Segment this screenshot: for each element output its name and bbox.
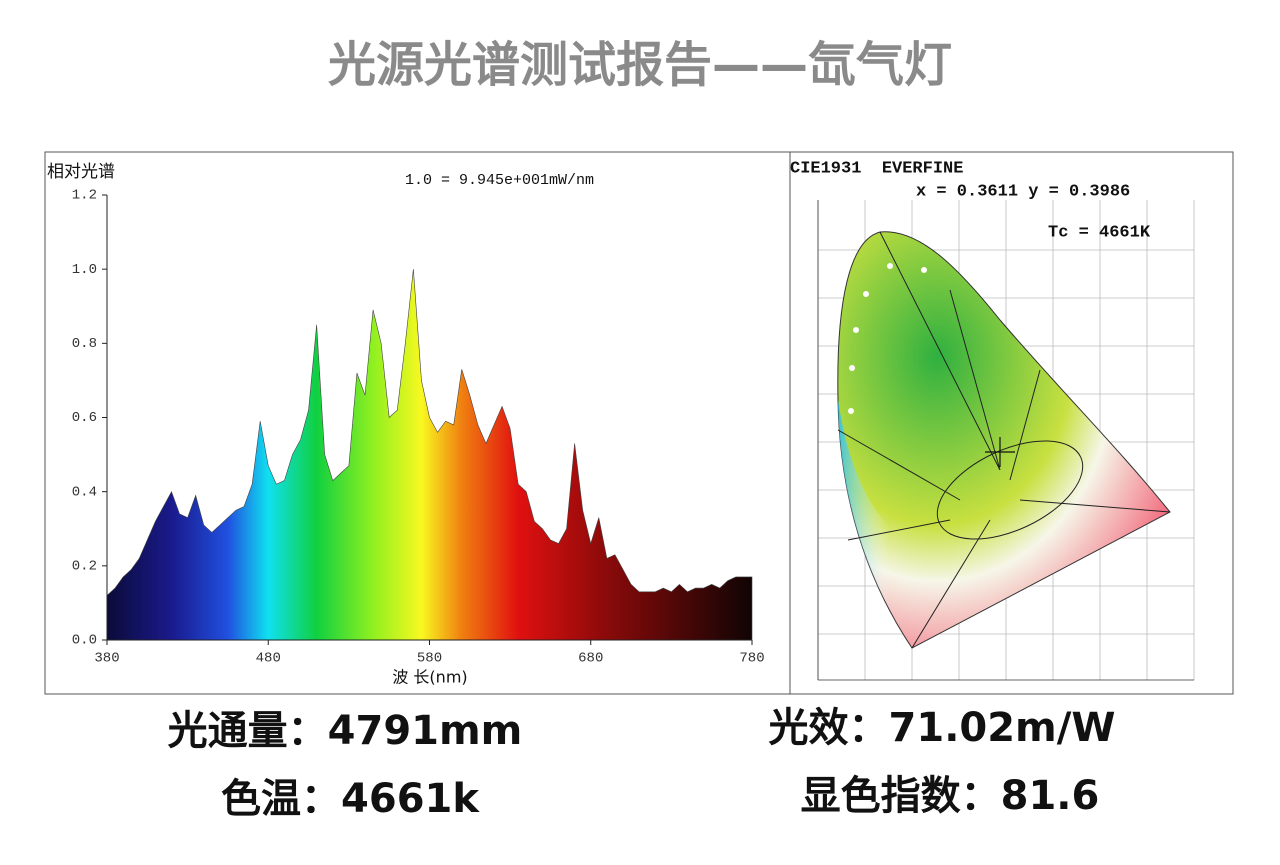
y-tick-label: 0.2 [72, 559, 97, 575]
x-tick-label: 780 [739, 651, 764, 667]
y-axis-label: 相对光谱 [47, 162, 115, 182]
x-tick-label: 480 [256, 651, 281, 667]
x-tick-label: 680 [578, 651, 603, 667]
y-tick-label: 0.0 [72, 633, 97, 649]
cie-lines [837, 231, 1171, 649]
y-tick-label: 1.0 [72, 262, 97, 278]
cie-cct: Tc = 4661K [1048, 223, 1151, 242]
spectrum-area [106, 269, 753, 641]
cie-header: CIE1931 EVERFINE [790, 159, 963, 178]
metric: 显色指数：81.6 [801, 773, 1100, 819]
metric: 光效：71.02m/W [769, 705, 1116, 751]
cie-crosshair [985, 437, 1015, 467]
y-tick-label: 0.4 [72, 484, 97, 500]
metrics: 光通量：4791mm 光效：71.02m/W 色温：4661k 显色指数：81.… [168, 705, 1116, 822]
x-tick-label: 580 [417, 651, 442, 667]
x-tick-label: 380 [94, 651, 119, 667]
y-tick-label: 0.8 [72, 336, 97, 352]
metric: 光通量：4791mm [168, 708, 523, 754]
cie-diagram: CIE1931 EVERFINE x = 0.3611 y = 0.3986 T… [790, 159, 1195, 681]
page-title: 光源光谱测试报告——氙气灯 [328, 37, 952, 93]
cie-coordinates: x = 0.3611 y = 0.3986 [916, 182, 1130, 201]
metric: 色温：4661k [221, 776, 480, 822]
y-tick-label: 1.2 [72, 188, 97, 204]
spectrum-chart: 相对光谱 1.0 = 9.945e+001mW/nm 波 长(nm) 0.0 0.… [47, 162, 765, 687]
cie-points [848, 263, 927, 414]
x-axis-label: 波 长(nm) [392, 668, 467, 687]
y-tick-label: 0.6 [72, 410, 97, 426]
cie-blue-region [838, 400, 940, 648]
annotation: 1.0 = 9.945e+001mW/nm [405, 172, 594, 189]
